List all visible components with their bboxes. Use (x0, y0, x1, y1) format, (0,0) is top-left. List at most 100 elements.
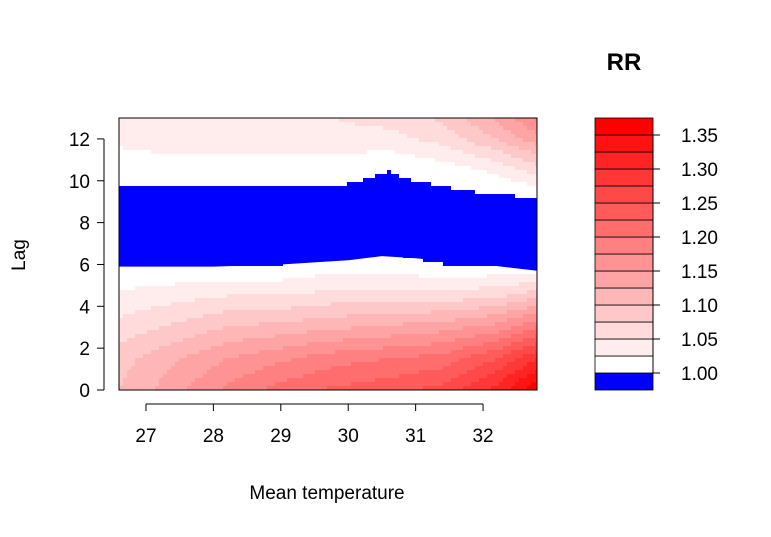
surface-cell (219, 274, 224, 279)
surface-cell (179, 370, 184, 375)
surface-cell (219, 146, 224, 151)
surface-cell (223, 330, 228, 335)
surface-cell (299, 334, 304, 339)
surface-cell (155, 354, 160, 359)
surface-cell (303, 142, 308, 147)
surface-cell (127, 150, 132, 155)
surface-cell (227, 182, 232, 187)
surface-cell (291, 122, 296, 127)
surface-cell (275, 174, 280, 179)
surface-cell (375, 182, 380, 187)
surface-cell (163, 342, 168, 347)
surface-cell (203, 342, 208, 347)
surface-cell (223, 126, 228, 131)
surface-cell (331, 166, 336, 171)
surface-cell (371, 170, 376, 175)
surface-cell (391, 146, 396, 151)
surface-cell (403, 314, 408, 319)
surface-cell (215, 306, 220, 311)
surface-cell (191, 138, 196, 143)
surface-cell (255, 142, 260, 147)
surface-cell (323, 190, 328, 195)
surface-cell (187, 318, 192, 323)
surface-cell (171, 354, 176, 359)
surface-cell (119, 294, 124, 299)
surface-cell (295, 158, 300, 163)
surface-cell (179, 162, 184, 167)
surface-cell (211, 274, 216, 279)
surface-cell (351, 258, 356, 263)
surface-cell (311, 142, 316, 147)
surface-cell (127, 334, 132, 339)
surface-cell (219, 362, 224, 367)
surface-cell (231, 378, 236, 383)
surface-cell (151, 138, 156, 143)
surface-cell (375, 338, 380, 343)
surface-cell (335, 322, 340, 327)
surface-cell (327, 278, 332, 283)
surface-cell (199, 170, 204, 175)
surface-cell (143, 282, 148, 287)
surface-cell (363, 362, 368, 367)
surface-cell (131, 266, 136, 271)
surface-cell (263, 354, 268, 359)
surface-cell (187, 334, 192, 339)
surface-cell (175, 338, 180, 343)
surface-cell (279, 158, 284, 163)
surface-cell (391, 382, 396, 387)
surface-cell (319, 314, 324, 319)
surface-cell (131, 274, 136, 279)
surface-cell (363, 286, 368, 291)
surface-cell (295, 142, 300, 147)
surface-cell (399, 270, 404, 275)
surface-cell (171, 338, 176, 343)
surface-cell (403, 350, 408, 355)
surface-cell (311, 178, 316, 183)
surface-cell (287, 270, 292, 275)
surface-cell (319, 286, 324, 291)
surface-cell (359, 362, 364, 367)
surface-cell (307, 346, 312, 351)
surface-cell (271, 302, 276, 307)
surface-cell (283, 362, 288, 367)
surface-cell (203, 174, 208, 179)
surface-cell (267, 302, 272, 307)
surface-cell (271, 334, 276, 339)
surface-cell (187, 150, 192, 155)
surface-cell (279, 182, 284, 187)
surface-cell (151, 322, 156, 327)
surface-cell (343, 186, 348, 191)
surface-cell (355, 190, 360, 195)
surface-cell (239, 130, 244, 135)
surface-cell (187, 306, 192, 311)
surface-cell (131, 278, 136, 283)
surface-cell (291, 142, 296, 147)
surface-cell (139, 150, 144, 155)
surface-cell (275, 270, 280, 275)
surface-cell (339, 162, 344, 167)
surface-cell (367, 278, 372, 283)
surface-cell (407, 178, 412, 183)
surface-cell (255, 166, 260, 171)
surface-cell (139, 330, 144, 335)
surface-cell (183, 134, 188, 139)
surface-cell (327, 178, 332, 183)
surface-cell (203, 294, 208, 299)
surface-cell (199, 278, 204, 283)
surface-cell (263, 326, 268, 331)
surface-cell (391, 134, 396, 139)
surface-cell (215, 118, 220, 123)
surface-cell (291, 362, 296, 367)
surface-cell (215, 374, 220, 379)
surface-cell (379, 178, 384, 183)
surface-cell (119, 174, 124, 179)
surface-cell (247, 338, 252, 343)
surface-cell (155, 170, 160, 175)
surface-cell (379, 342, 384, 347)
surface-cell (367, 386, 372, 391)
surface-cell (379, 374, 384, 379)
surface-cell (219, 318, 224, 323)
surface-cell (207, 270, 212, 275)
surface-cell (131, 302, 136, 307)
surface-cell (279, 306, 284, 311)
